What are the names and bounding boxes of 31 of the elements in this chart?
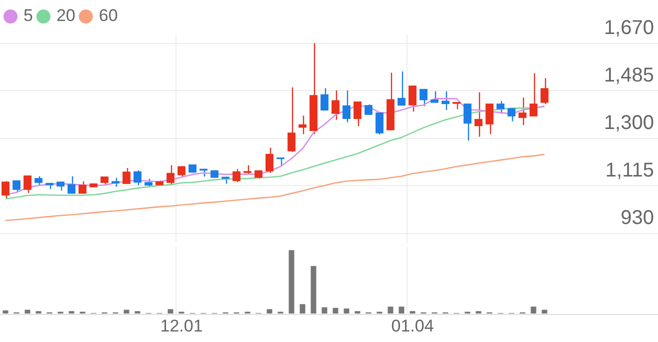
bar (332, 308, 338, 314)
bar (266, 309, 272, 314)
bar (68, 311, 74, 314)
bar (476, 311, 482, 314)
bar (398, 306, 404, 314)
legend-label: 5 (24, 6, 33, 26)
bar (410, 311, 416, 314)
bar (310, 266, 316, 314)
bar (344, 308, 350, 314)
bar (542, 310, 548, 314)
bar (288, 250, 294, 314)
bar (2, 310, 8, 314)
legend-label: 60 (98, 6, 118, 26)
x-tick-label: 12.01 (160, 316, 203, 336)
bar (36, 311, 42, 314)
legend-label: 20 (56, 6, 76, 26)
y-tick-label: 930 (620, 207, 654, 230)
bar (168, 309, 174, 314)
y-tick-label: 1,485 (604, 64, 654, 87)
bar (300, 304, 306, 314)
bar (530, 306, 536, 314)
bar (124, 310, 130, 314)
bar (322, 307, 328, 314)
y-tick-label: 1,115 (605, 160, 654, 182)
bar (388, 306, 394, 314)
x-tick-label: 01.04 (391, 316, 434, 336)
y-tick-label: 1,300 (604, 112, 654, 134)
y-tick-label: 1,670 (604, 17, 654, 40)
bar (134, 311, 140, 314)
bar (354, 311, 360, 314)
bar (24, 310, 30, 314)
